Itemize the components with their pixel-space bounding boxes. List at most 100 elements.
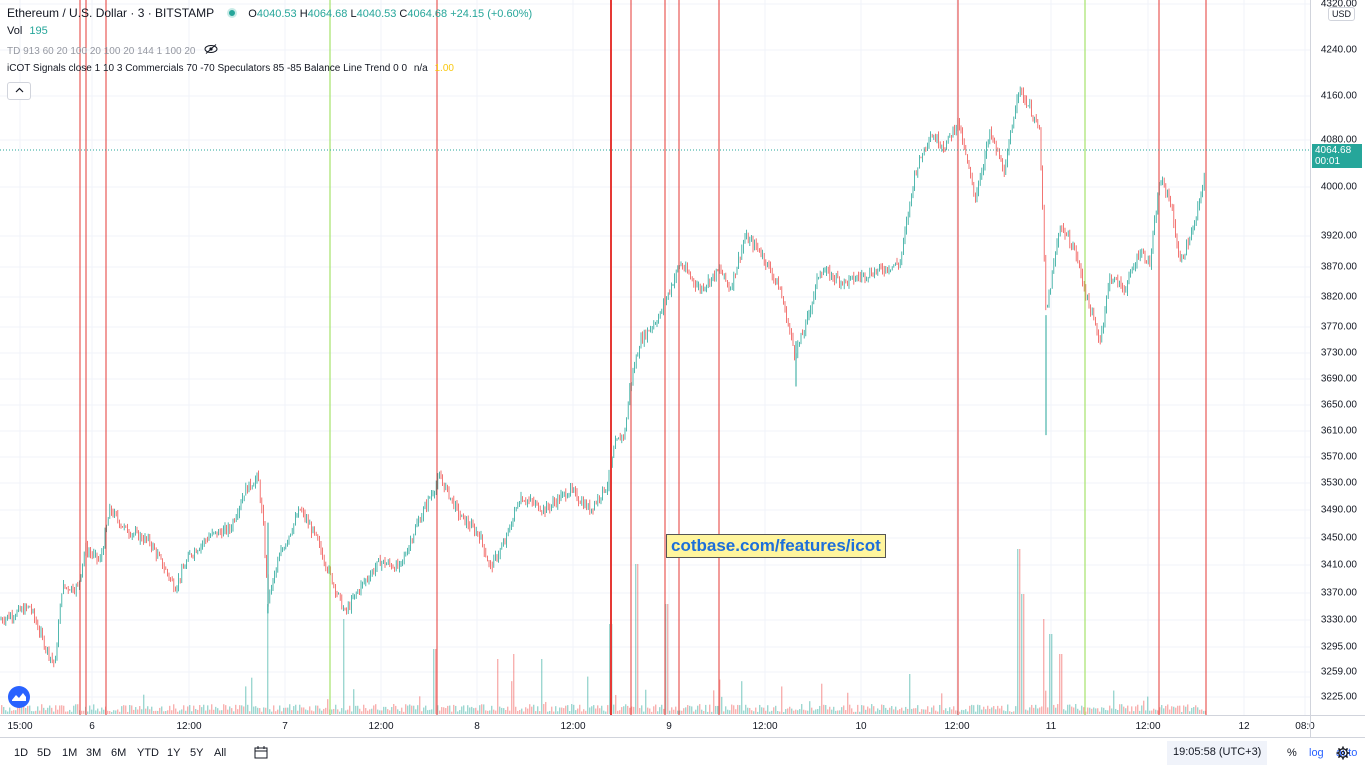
volume-bar bbox=[529, 704, 531, 714]
volume-bar bbox=[69, 709, 71, 714]
volume-bar bbox=[845, 710, 847, 714]
volume-bar bbox=[1157, 710, 1159, 714]
volume-bar bbox=[817, 709, 819, 714]
volume-bar bbox=[525, 707, 527, 714]
icot-indicator-row[interactable]: iCOT Signals close 1 10 3 Commercials 70… bbox=[7, 63, 532, 82]
volume-bar bbox=[67, 711, 69, 714]
symbol-title[interactable]: Ethereum / U.S. Dollar · 3 · BITSTAMP bbox=[7, 6, 215, 20]
volume-bar bbox=[279, 705, 281, 714]
volume-bar bbox=[531, 706, 533, 714]
volume-bar bbox=[493, 709, 495, 714]
volume-bar bbox=[737, 704, 739, 714]
range-button-5y[interactable]: 5Y bbox=[190, 747, 204, 759]
range-button-ytd[interactable]: YTD bbox=[137, 747, 159, 759]
volume-bar bbox=[153, 710, 155, 714]
volume-bar bbox=[49, 705, 51, 714]
volume-bar bbox=[645, 689, 647, 714]
watermark-link[interactable]: cotbase.com/features/icot bbox=[666, 534, 886, 558]
volume-bar bbox=[473, 708, 475, 714]
volume-bar bbox=[5, 710, 7, 714]
eye-off-icon[interactable] bbox=[204, 44, 218, 57]
percent-scale-toggle[interactable]: % bbox=[1287, 747, 1297, 759]
volume-bar bbox=[1121, 704, 1123, 714]
volume-bar bbox=[269, 709, 271, 714]
volume-bar bbox=[113, 710, 115, 714]
volume-bar bbox=[391, 707, 393, 714]
price-axis[interactable]: USD 4320.00 4240.00 4160.00 4080.00 4000.00 3… bbox=[1310, 0, 1365, 715]
volume-bar bbox=[589, 707, 591, 714]
volume-bar bbox=[1029, 707, 1031, 714]
volume-bar bbox=[873, 706, 875, 714]
volume-bar bbox=[237, 709, 239, 714]
settings-gear-icon[interactable] bbox=[1336, 746, 1350, 765]
volume-bar bbox=[175, 708, 177, 714]
legend-collapse-button[interactable] bbox=[7, 82, 31, 100]
price-tick-label: 3570.00 bbox=[1320, 451, 1357, 463]
volume-bar bbox=[1057, 704, 1059, 714]
volume-bar bbox=[287, 707, 289, 714]
volume-bar bbox=[875, 711, 877, 714]
range-button-1y[interactable]: 1Y bbox=[167, 747, 181, 759]
volume-bar bbox=[1111, 708, 1113, 714]
tradingview-logo-icon[interactable] bbox=[8, 686, 30, 708]
log-scale-toggle[interactable]: log bbox=[1309, 747, 1324, 759]
range-button-3m[interactable]: 3M bbox=[86, 747, 102, 759]
volume-bar bbox=[1069, 704, 1071, 714]
volume-bar bbox=[163, 711, 165, 714]
volume-bar bbox=[291, 710, 293, 714]
td-indicator-row[interactable]: TD 913 60 20 100 20 100 20 144 1 100 20 bbox=[7, 44, 532, 63]
volume-bar bbox=[161, 706, 163, 714]
volume-bar bbox=[115, 710, 117, 714]
volume-bar bbox=[1021, 594, 1023, 714]
volume-bar bbox=[1049, 634, 1051, 714]
range-button-1m[interactable]: 1M bbox=[62, 747, 78, 759]
volume-bar bbox=[1035, 704, 1037, 714]
range-button-5d[interactable]: 5D bbox=[37, 747, 52, 759]
volume-bar bbox=[1083, 707, 1085, 714]
volume-bar bbox=[1109, 705, 1111, 714]
volume-bar bbox=[421, 711, 423, 714]
price-chart[interactable] bbox=[0, 0, 1310, 715]
volume-bar bbox=[557, 711, 559, 714]
volume-bar bbox=[95, 710, 97, 714]
timezone-clock[interactable]: 19:05:58 (UTC+3) bbox=[1167, 741, 1268, 765]
volume-bar bbox=[547, 711, 549, 714]
volume-label: Vol bbox=[7, 25, 23, 37]
volume-bar bbox=[1181, 711, 1183, 714]
volume-bar bbox=[59, 705, 61, 714]
range-button-1d[interactable]: 1D bbox=[14, 747, 29, 759]
icot-na-value: n/a bbox=[413, 63, 428, 74]
time-axis[interactable]: 15:00 6 12:00 7 12:00 8 12:00 9 12:00 10 12:00 11 12… bbox=[0, 715, 1315, 737]
volume-bar bbox=[295, 704, 297, 714]
volume-bar bbox=[1131, 706, 1133, 714]
range-button-all[interactable]: All bbox=[214, 747, 227, 759]
volume-bar bbox=[1191, 707, 1193, 714]
range-button-6m[interactable]: 6M bbox=[111, 747, 127, 759]
bar-countdown: 00:01 bbox=[1315, 156, 1341, 167]
volume-bar bbox=[277, 709, 279, 714]
calendar-range-icon[interactable] bbox=[254, 746, 268, 764]
volume-bar bbox=[225, 705, 227, 714]
volume-bar bbox=[943, 710, 945, 714]
volume-bar bbox=[1127, 705, 1129, 714]
volume-bar bbox=[377, 709, 379, 714]
currency-button[interactable]: USD bbox=[1328, 7, 1356, 21]
volume-bar bbox=[555, 706, 557, 714]
volume-bar bbox=[375, 704, 377, 714]
volume-bar bbox=[47, 707, 49, 714]
volume-bar bbox=[685, 707, 687, 714]
volume-bar bbox=[89, 705, 91, 714]
volume-bar bbox=[367, 710, 369, 714]
volume-bar bbox=[903, 710, 905, 714]
time-tick-label: 12:00 bbox=[752, 721, 778, 732]
volume-bar bbox=[7, 711, 9, 714]
volume-bar bbox=[439, 710, 441, 714]
volume-bar bbox=[401, 707, 403, 714]
volume-bar bbox=[1199, 709, 1201, 714]
volume-row[interactable]: Vol 195 bbox=[7, 25, 532, 44]
volume-bar bbox=[717, 705, 719, 714]
volume-bar bbox=[1169, 709, 1171, 714]
volume-bar bbox=[71, 711, 73, 714]
time-tick-label: 08:0 bbox=[1295, 721, 1315, 732]
volume-bar bbox=[419, 696, 421, 714]
